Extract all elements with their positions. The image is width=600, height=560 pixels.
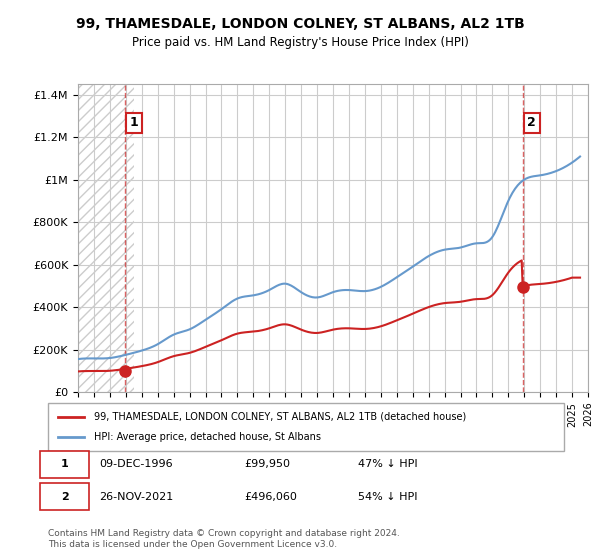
- Bar: [78, 84, 134, 392]
- Text: Price paid vs. HM Land Registry's House Price Index (HPI): Price paid vs. HM Land Registry's House …: [131, 36, 469, 49]
- Text: 2: 2: [527, 116, 536, 129]
- FancyBboxPatch shape: [40, 451, 89, 478]
- Text: 54% ↓ HPI: 54% ↓ HPI: [358, 492, 417, 502]
- Text: 47% ↓ HPI: 47% ↓ HPI: [358, 459, 417, 469]
- Text: 26-NOV-2021: 26-NOV-2021: [100, 492, 174, 502]
- Text: £496,060: £496,060: [244, 492, 297, 502]
- Text: HPI: Average price, detached house, St Albans: HPI: Average price, detached house, St A…: [94, 432, 322, 442]
- Text: 1: 1: [61, 459, 68, 469]
- Text: 1: 1: [130, 116, 139, 129]
- Text: Contains HM Land Registry data © Crown copyright and database right 2024.
This d: Contains HM Land Registry data © Crown c…: [48, 529, 400, 549]
- Text: 2: 2: [61, 492, 68, 502]
- Text: £99,950: £99,950: [244, 459, 290, 469]
- Bar: [78, 84, 134, 392]
- Text: 99, THAMESDALE, LONDON COLNEY, ST ALBANS, AL2 1TB (detached house): 99, THAMESDALE, LONDON COLNEY, ST ALBANS…: [94, 412, 467, 422]
- FancyBboxPatch shape: [40, 483, 89, 510]
- Text: 09-DEC-1996: 09-DEC-1996: [100, 459, 173, 469]
- FancyBboxPatch shape: [48, 403, 564, 451]
- Text: 99, THAMESDALE, LONDON COLNEY, ST ALBANS, AL2 1TB: 99, THAMESDALE, LONDON COLNEY, ST ALBANS…: [76, 17, 524, 31]
